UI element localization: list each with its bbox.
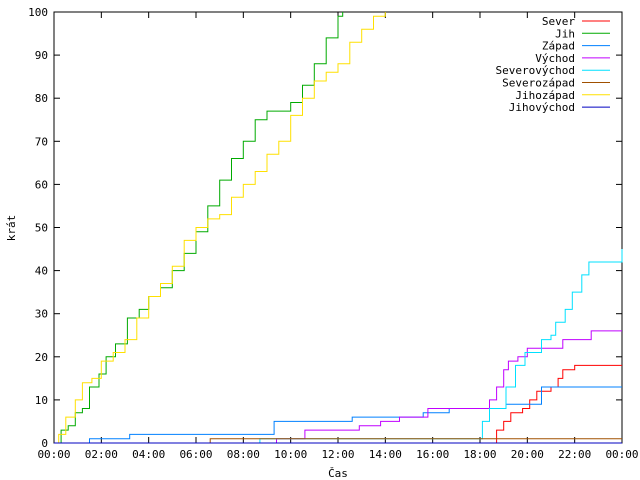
y-tick-label: 40 bbox=[35, 265, 48, 278]
x-tick-label: 08:00 bbox=[227, 448, 260, 461]
y-tick-label: 0 bbox=[41, 437, 48, 450]
legend-label-sever: Sever bbox=[542, 15, 575, 28]
y-tick-label: 100 bbox=[28, 6, 48, 19]
x-tick-label: 12:00 bbox=[321, 448, 354, 461]
y-tick-label: 20 bbox=[35, 351, 48, 364]
y-tick-label: 10 bbox=[35, 394, 48, 407]
legend-label-severovychod: Severovýchod bbox=[496, 64, 575, 77]
y-tick-label: 60 bbox=[35, 178, 48, 191]
legend-label-zapad: Západ bbox=[542, 40, 575, 53]
y-axis-label: krát bbox=[5, 215, 18, 242]
series-line-jihozapad bbox=[54, 12, 386, 444]
series-line-sever bbox=[54, 364, 622, 444]
x-tick-label: 10:00 bbox=[274, 448, 307, 461]
x-tick-label: 14:00 bbox=[369, 448, 402, 461]
series-line-severovychod bbox=[54, 249, 623, 444]
series-line-vychod bbox=[54, 330, 622, 444]
x-axis: 00:00 02:00 04:00 06:00 08:00 10:00 12:00 14:00… bbox=[37, 12, 639, 461]
x-tick-label: 20:00 bbox=[511, 448, 544, 461]
legend: SeverJihZápadVýchodSeverovýchodSeverozáp… bbox=[496, 15, 610, 114]
series-lines bbox=[54, 12, 623, 444]
legend-label-jihovychod: Jihovýchod bbox=[509, 101, 575, 114]
x-tick-label: 04:00 bbox=[132, 448, 165, 461]
x-tick-label: 02:00 bbox=[85, 448, 118, 461]
legend-label-jih: Jih bbox=[555, 27, 575, 40]
x-axis-label: Čas bbox=[328, 467, 348, 480]
x-tick-label: 22:00 bbox=[558, 448, 591, 461]
x-tick-label: 06:00 bbox=[179, 448, 212, 461]
x-tick-label: 00:00 bbox=[37, 448, 70, 461]
y-tick-label: 50 bbox=[35, 222, 48, 235]
y-axis: 0 10 20 30 40 50 60 70 80 90 100 bbox=[28, 6, 622, 450]
x-tick-label: 18:00 bbox=[463, 448, 496, 461]
y-tick-label: 80 bbox=[35, 92, 48, 105]
legend-label-vychod: Východ bbox=[535, 52, 575, 65]
x-tick-label: 00:00 bbox=[605, 448, 638, 461]
y-tick-label: 90 bbox=[35, 49, 48, 62]
x-tick-label: 16:00 bbox=[416, 448, 449, 461]
legend-label-jihozapad: Jihozápad bbox=[515, 89, 575, 102]
y-tick-label: 30 bbox=[35, 308, 48, 321]
y-tick-label: 70 bbox=[35, 135, 48, 148]
legend-label-severozapad: Severozápad bbox=[502, 77, 575, 90]
